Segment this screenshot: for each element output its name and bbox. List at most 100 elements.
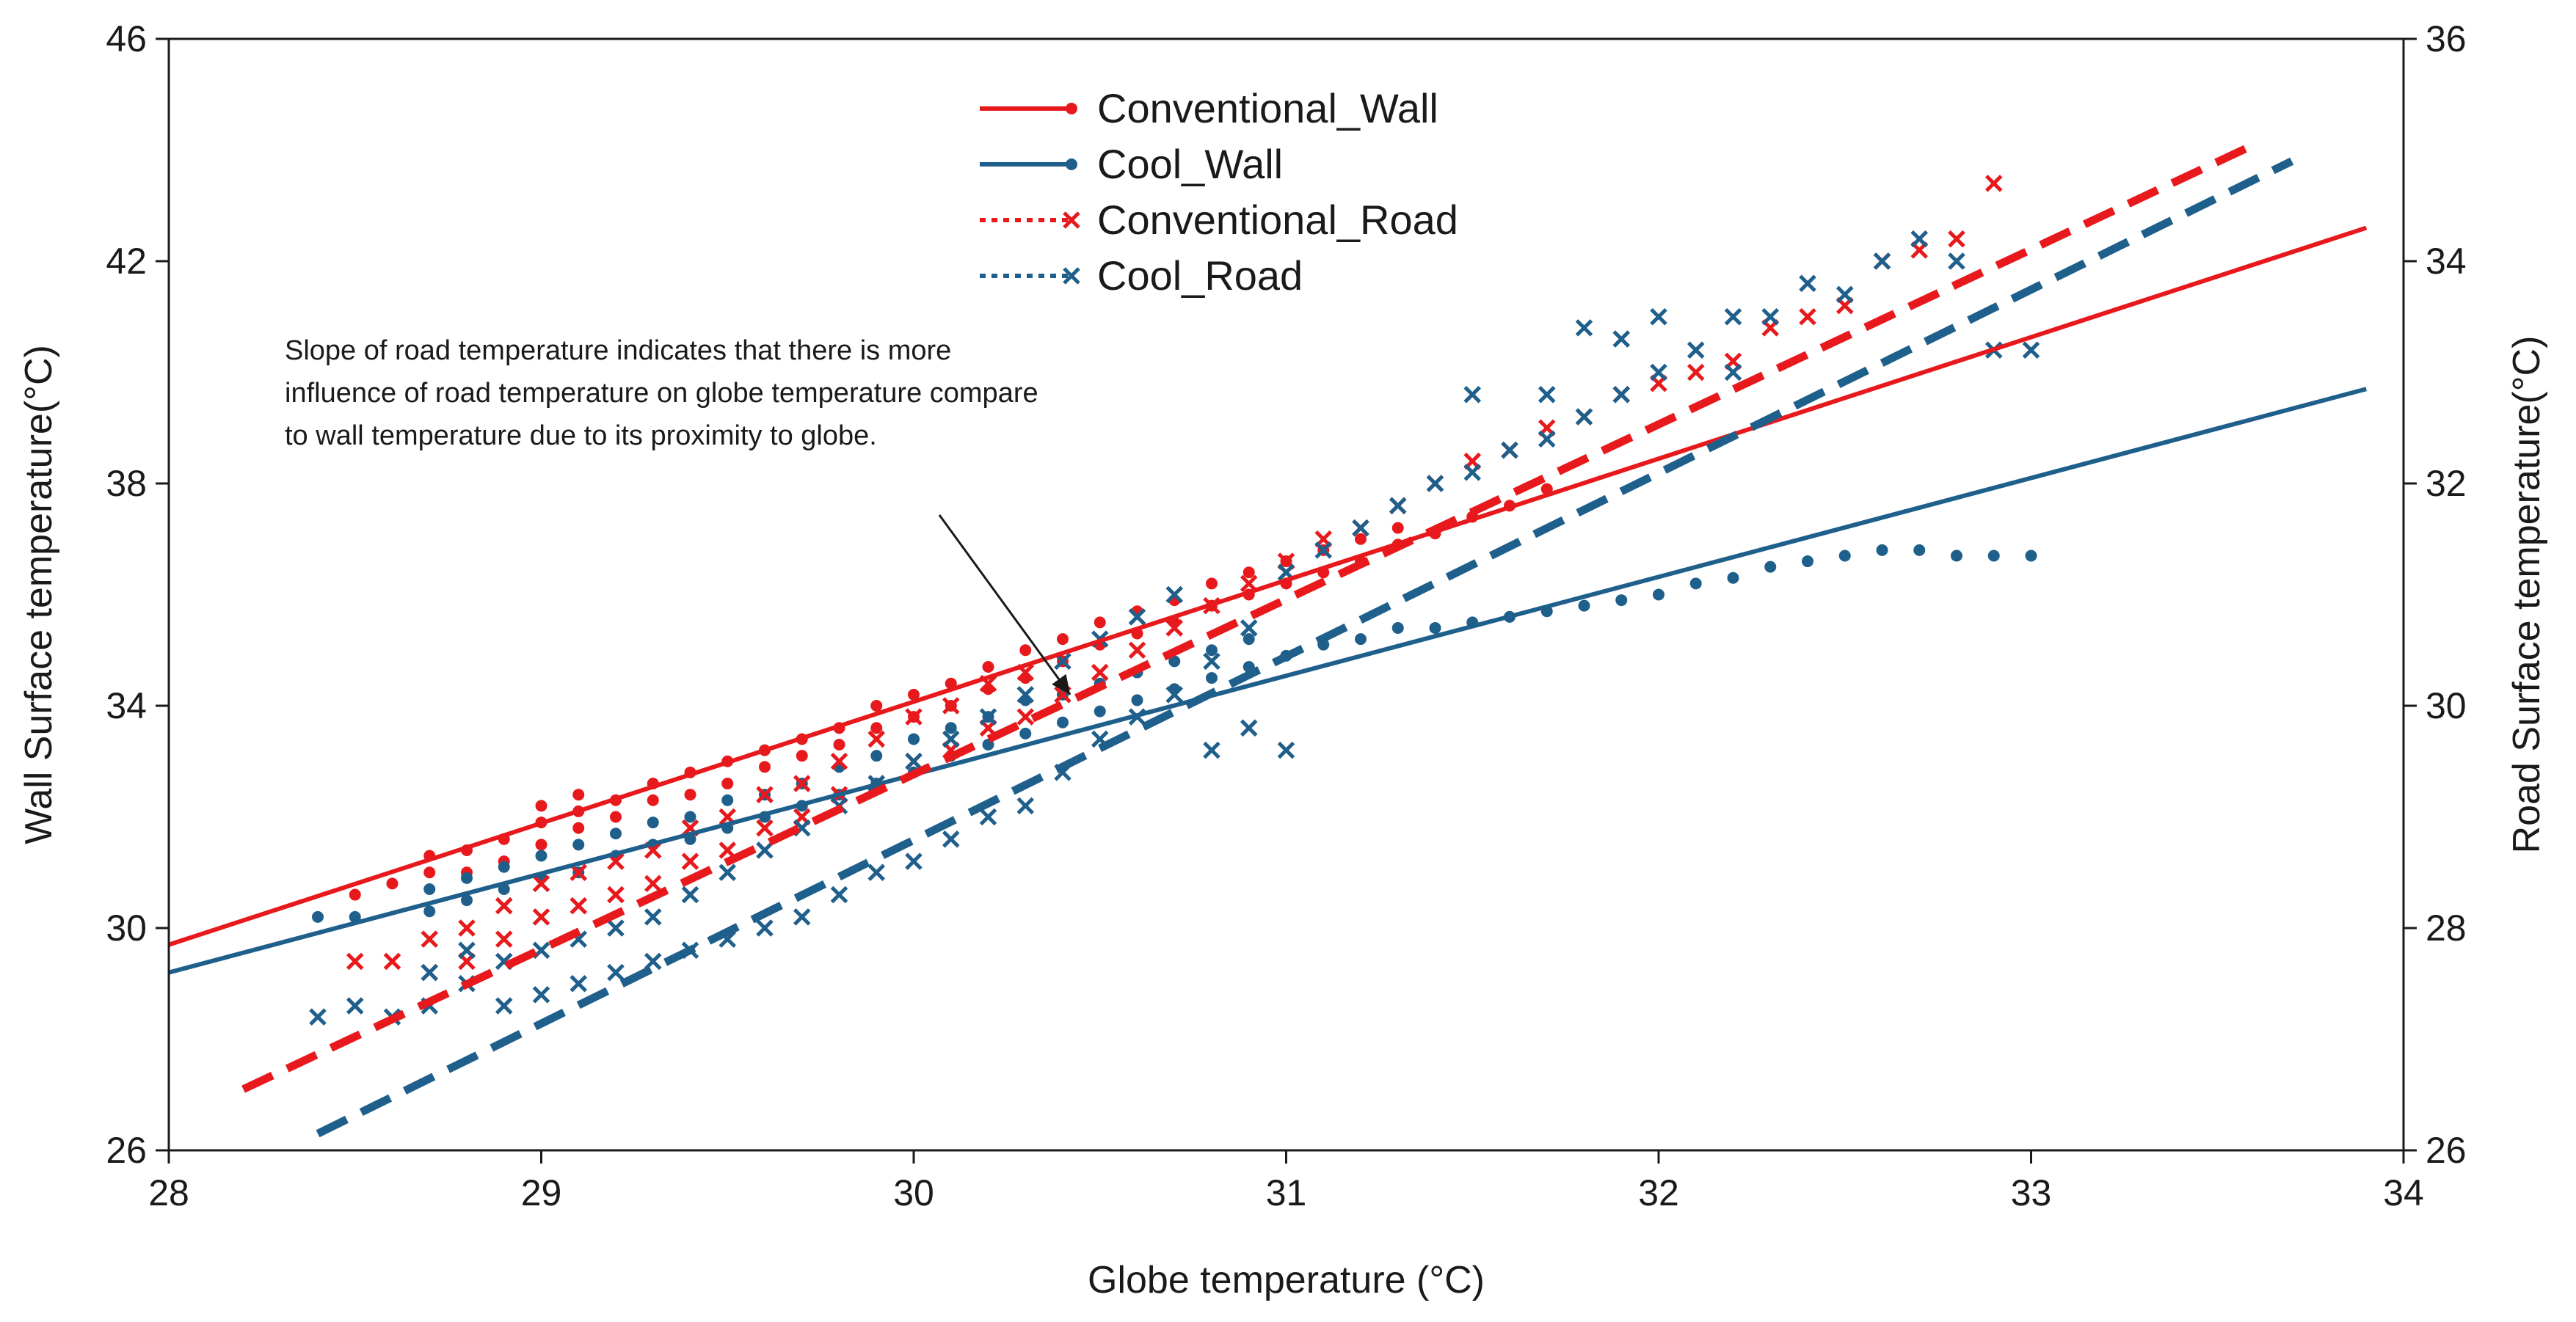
conventional-road-point <box>1799 307 1816 326</box>
cool-road-point <box>905 852 923 870</box>
conventional-road-point <box>495 930 513 948</box>
conventional-wall-point <box>535 839 547 851</box>
cool-road-point <box>1165 686 1184 704</box>
conventional-wall-point <box>1019 644 1032 657</box>
legend-label: Cool_Road <box>1097 252 1303 299</box>
cool-wall-point <box>535 850 547 862</box>
legend-label: Cool_Wall <box>1097 141 1283 187</box>
cool-road-point <box>2022 341 2040 359</box>
cool-wall-point <box>1727 571 1739 584</box>
cool-wall-point <box>1355 633 1367 646</box>
conventional-wall-point <box>759 761 771 773</box>
annotation-text-line: influence of road temperature on globe t… <box>285 378 1038 409</box>
cool-road-point <box>644 952 662 971</box>
cool-road-point <box>1612 386 1631 403</box>
cool-road-point <box>458 941 476 960</box>
conventional-wall-point <box>684 789 696 801</box>
cool-road-point <box>1240 719 1258 737</box>
cool-wall-point <box>2025 549 2037 562</box>
conventional-wall-point <box>610 811 622 823</box>
conventional-wall-point <box>1355 533 1367 545</box>
cool-wall-point <box>647 817 659 829</box>
legend-marker <box>1066 158 1077 170</box>
conventional-road-point <box>495 896 513 915</box>
cool-wall-point <box>498 861 510 873</box>
y-axis-left-title: Wall Surface temperature(°C) <box>18 345 60 844</box>
series-cool-road <box>309 230 2040 1026</box>
conventional-wall-point <box>572 789 585 801</box>
cool-road-point <box>1799 274 1816 293</box>
cool-wall-point <box>721 794 734 806</box>
conventional-wall-point <box>647 794 659 806</box>
y-right-tick-label: 32 <box>2426 463 2467 504</box>
conventional-wall-trendline <box>168 225 2368 947</box>
cool-wall-point <box>1206 672 1218 684</box>
conventional-road-point <box>570 863 588 882</box>
cool-wall-point <box>1391 621 1404 634</box>
cool-road-trendline <box>316 157 2294 1138</box>
y-left-tick-label: 34 <box>106 685 147 726</box>
x-tick-label: 33 <box>2011 1172 2052 1213</box>
cool-road-point <box>905 752 923 770</box>
conventional-wall-point <box>1094 616 1106 629</box>
x-tick-label: 30 <box>893 1172 934 1213</box>
cool-road-point <box>1575 408 1593 426</box>
cool-road-point <box>1165 585 1184 604</box>
cool-wall-point <box>572 839 585 851</box>
cool-wall-point <box>312 910 324 923</box>
conventional-road-point <box>1948 230 1965 248</box>
conventional-road-point <box>458 919 476 937</box>
cool-wall-point <box>870 750 883 762</box>
cool-road-point <box>1463 464 1482 481</box>
conventional-road-point <box>421 930 439 948</box>
cool-wall-point <box>1653 588 1664 601</box>
x-tick-label: 34 <box>2383 1172 2424 1213</box>
cool-wall-point <box>1131 694 1143 706</box>
conventional-road-point <box>383 952 401 971</box>
y-right-tick-label: 28 <box>2426 907 2467 949</box>
x-tick-label: 32 <box>1638 1172 1679 1213</box>
y-left-tick-label: 26 <box>106 1130 147 1171</box>
cool-wall-point <box>1019 727 1032 739</box>
cool-wall-point <box>423 883 436 895</box>
cool-road-point <box>979 808 997 826</box>
cool-road-point <box>1016 686 1035 704</box>
cool-road-point <box>1724 363 1742 381</box>
annotation-arrow-line <box>938 514 1071 695</box>
cool-wall-point <box>1206 644 1218 657</box>
conventional-wall-point <box>386 877 399 890</box>
annotation-arrowhead <box>1052 673 1071 695</box>
cool-road-point <box>1501 441 1518 459</box>
conventional-road-point <box>532 908 550 926</box>
conventional-road-point <box>1240 574 1258 593</box>
cool-wall-point <box>423 905 436 918</box>
cool-wall-point <box>1913 544 1926 556</box>
conventional-road-point <box>607 885 625 904</box>
y-left-tick-label: 42 <box>106 241 147 282</box>
legend-marker <box>1063 211 1080 229</box>
conventional-wall-point <box>535 800 547 812</box>
cool-wall-point <box>461 872 473 884</box>
cool-wall-point <box>1876 544 1888 556</box>
x-tick-label: 29 <box>521 1172 562 1213</box>
cool-wall-point <box>1094 705 1106 717</box>
cool-wall-point <box>1838 549 1851 562</box>
conventional-road-point <box>532 874 550 893</box>
conventional-road-point <box>1165 619 1184 637</box>
cool-road-point <box>867 863 886 882</box>
conventional-wall-point <box>349 888 361 901</box>
y-right-tick-label: 30 <box>2426 685 2467 726</box>
conventional-road-point <box>1128 641 1146 660</box>
conventional-wall-point <box>870 700 883 712</box>
cool-road-point <box>756 841 774 859</box>
cool-wall-point <box>1764 560 1777 573</box>
legend: Conventional_Wall Cool_Wall Conventional_R… <box>980 85 1458 299</box>
y-left-tick-label: 30 <box>106 907 147 949</box>
x-tick-label: 28 <box>148 1172 189 1213</box>
cool-road-point <box>1314 541 1333 559</box>
conventional-road-point <box>1016 708 1035 726</box>
cool-road-point <box>681 885 699 904</box>
series-group <box>309 175 2040 1026</box>
